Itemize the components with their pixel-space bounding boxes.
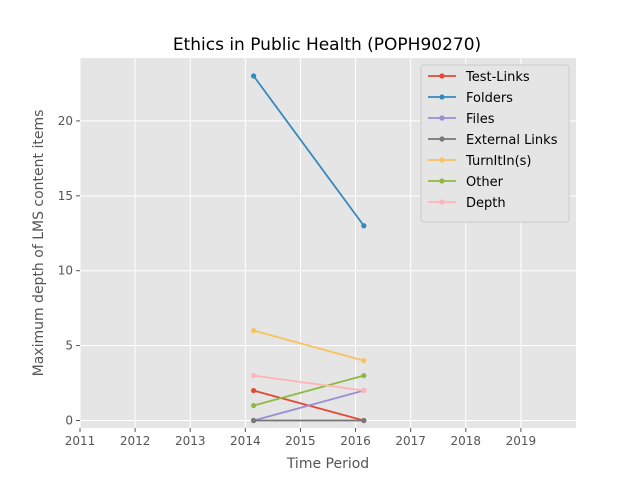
- x-tick-label: 2014: [230, 434, 261, 448]
- data-point: [361, 223, 367, 229]
- series-line: [253, 374, 365, 407]
- legend-label: External Links: [466, 133, 558, 148]
- legend-label: Depth: [466, 196, 506, 211]
- y-tick-label: 10: [58, 264, 73, 278]
- legend-label: Files: [466, 112, 495, 127]
- legend-label: Folders: [466, 91, 513, 106]
- y-tick-label: 5: [65, 339, 73, 353]
- legend-box: [420, 64, 570, 223]
- x-tick-label: 2018: [451, 434, 482, 448]
- legend-label: Test-Links: [465, 70, 530, 85]
- data-point: [361, 417, 367, 424]
- legend-marker: [439, 157, 445, 163]
- data-point: [251, 417, 257, 424]
- data-point: [361, 387, 367, 394]
- legend: Test-Links Folders Files External Links Turn…: [420, 64, 570, 223]
- data-point: [361, 357, 367, 364]
- legend-marker: [439, 199, 445, 205]
- x-tick-label: 2013: [175, 434, 206, 448]
- data-point: [251, 402, 257, 409]
- x-tick-label: 2017: [395, 434, 426, 448]
- data-point: [361, 372, 367, 379]
- x-tick-label: 2016: [340, 434, 371, 448]
- x-tick-label: 2011: [65, 434, 96, 448]
- series-lines: [251, 73, 367, 424]
- legend-marker: [439, 73, 445, 79]
- y-axis-label: Maximum depth of LMS content items: [31, 110, 47, 377]
- data-point: [251, 328, 257, 334]
- legend-marker: [439, 115, 445, 121]
- chart-title: Ethics in Public Health (POPH90270): [173, 35, 481, 55]
- series-line: [253, 374, 364, 392]
- y-tick-label: 20: [58, 114, 73, 128]
- y-tick-label: 0: [65, 414, 73, 428]
- series-line: [253, 329, 365, 362]
- series-line: [253, 389, 365, 422]
- data-point: [251, 73, 257, 79]
- legend-marker: [439, 94, 445, 100]
- axis-ticks: 2011 2012 2013 2014 2015 2016 2017 2018 20190510…: [58, 114, 536, 448]
- x-tick-label: 2012: [120, 434, 151, 448]
- data-point: [251, 387, 257, 394]
- data-point: [251, 372, 257, 379]
- y-tick-label: 15: [58, 189, 73, 203]
- x-tick-label: 2015: [285, 434, 316, 448]
- legend-label: TurnItIn(s): [465, 154, 531, 169]
- legend-marker: [439, 178, 445, 184]
- legend-marker: [439, 136, 445, 142]
- legend-label: Other: [466, 175, 504, 190]
- x-axis-label: Time Period: [286, 456, 369, 472]
- series-line: [252, 75, 365, 227]
- x-tick-label: 2019: [506, 434, 537, 448]
